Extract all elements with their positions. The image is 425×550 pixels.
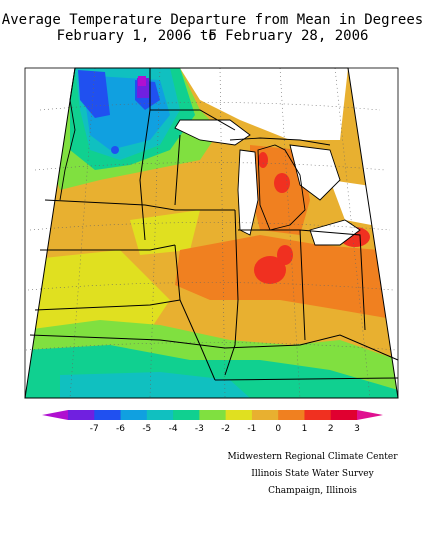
legend-swatch — [225, 410, 253, 420]
legend-tick-label: -4 — [169, 424, 178, 434]
contour-plus-two — [258, 152, 268, 168]
canada-region — [180, 68, 348, 140]
legend-swatch — [94, 410, 122, 420]
contour-plus-one — [175, 235, 398, 320]
contour-minus-five — [78, 70, 110, 118]
credit-line-2: Illinois State Water Survey — [251, 469, 374, 479]
legend-swatch — [120, 410, 148, 420]
legend-tick-label: -5 — [142, 424, 151, 434]
legend-tick-label: -3 — [195, 424, 204, 434]
contour-zero — [25, 250, 170, 340]
legend-arrow-right — [357, 410, 383, 420]
lake-superior — [175, 120, 250, 145]
legend-arrow-left — [42, 410, 68, 420]
contour-minus-five — [111, 146, 119, 154]
contour-plus-two — [254, 256, 286, 284]
legend-swatch — [199, 410, 227, 420]
map-subtitle: February 1, 2006 to February 28, 2006 — [56, 28, 369, 44]
legend-tick-label: -7 — [90, 424, 99, 434]
legend-swatch — [304, 410, 332, 420]
lake-huron — [290, 145, 340, 200]
lake-michigan — [238, 150, 258, 235]
legend-tick-label: -1 — [247, 424, 256, 434]
legend-swatch — [251, 410, 279, 420]
legend-swatch — [330, 410, 358, 420]
color-legend: -7 -6 -5 -4 -3 -2 -1 0 1 2 3 — [42, 410, 383, 434]
contour-fill-layer — [25, 68, 398, 398]
contour-minus-three — [60, 372, 250, 398]
credit-line-1: Midwestern Regional Climate Center — [227, 452, 398, 462]
contour-plus-two — [277, 245, 293, 265]
contour-plus-two — [274, 173, 290, 193]
legend-tick-label: 3 — [354, 424, 360, 434]
legend-tick-label: 2 — [328, 424, 334, 434]
contour-zero — [130, 210, 200, 255]
contour-minus-seven — [138, 76, 146, 86]
credit-line-3: Champaign, Illinois — [268, 486, 357, 496]
legend-swatch — [278, 410, 305, 420]
legend-tick-label: 0 — [275, 424, 281, 434]
map-border — [24, 67, 399, 399]
legend-tick-label: 1 — [302, 424, 308, 434]
state-boundaries — [29, 68, 399, 381]
graticule — [25, 67, 397, 399]
legend-swatch — [146, 410, 174, 420]
legend-swatch — [68, 410, 95, 420]
legend-tick-label: -2 — [221, 424, 230, 434]
legend-tick-label: -6 — [116, 424, 125, 434]
map-title: Average Temperature Departure from Mean … — [1, 12, 424, 44]
legend-swatch — [173, 410, 200, 420]
